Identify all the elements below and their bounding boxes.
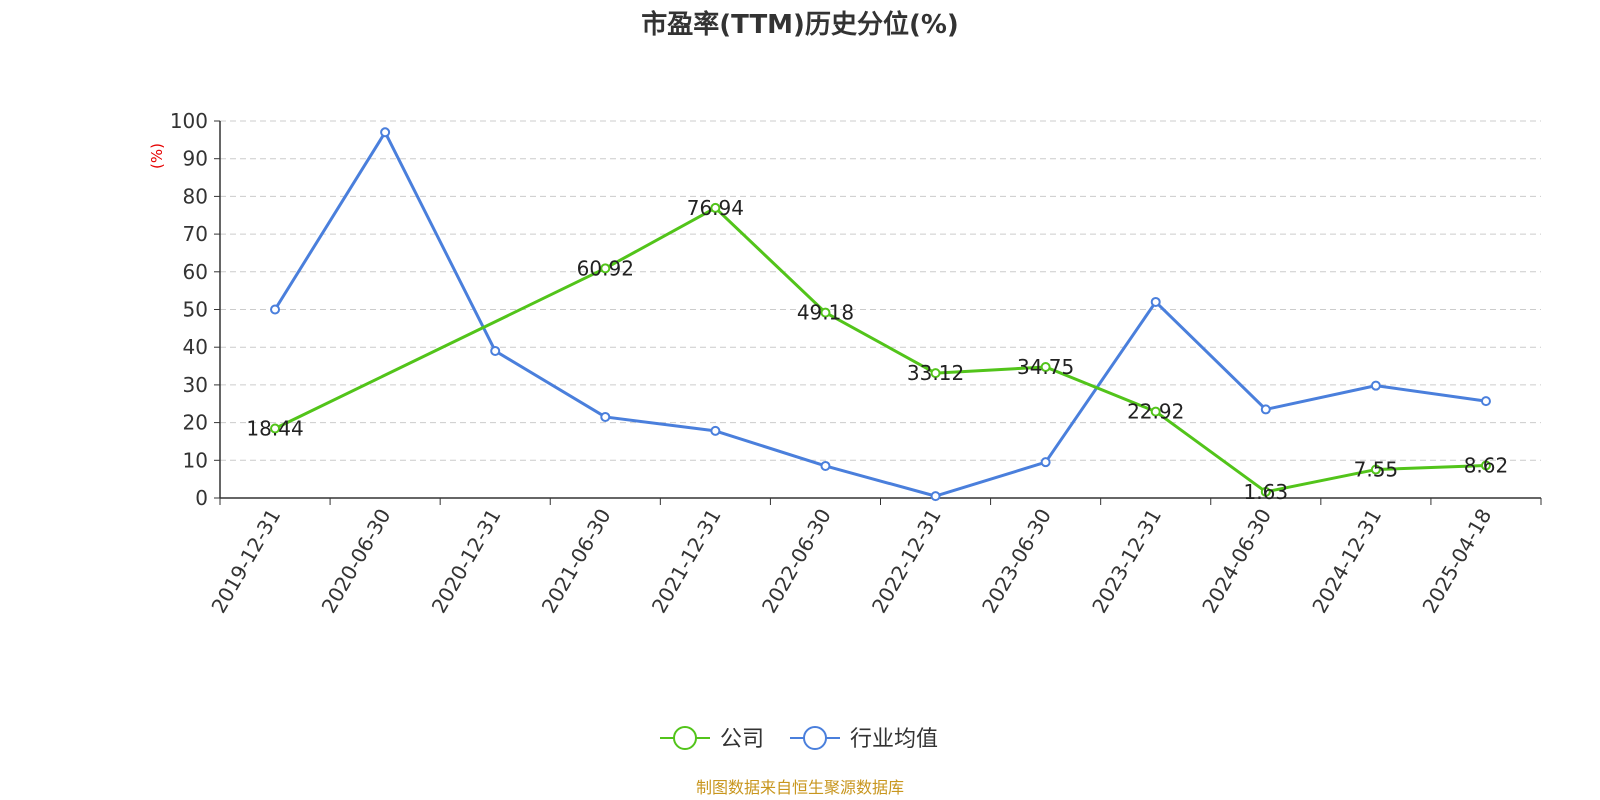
y-tick-label: 100 <box>170 109 208 133</box>
x-tick-label: 2023-06-30 <box>977 505 1056 618</box>
x-tick-label: 2021-12-31 <box>647 505 726 618</box>
data-point <box>930 368 941 379</box>
legend-label: 公司 <box>720 727 764 752</box>
x-tick-label: 2025-04-18 <box>1417 505 1496 618</box>
legend-marker <box>673 726 697 750</box>
data-label: 22.92 <box>1127 400 1184 424</box>
x-tick-label: 2022-12-31 <box>867 505 946 618</box>
data-point <box>820 307 831 318</box>
data-label: 8.62 <box>1464 454 1509 478</box>
x-tick-label: 2022-06-30 <box>757 505 836 618</box>
data-point <box>600 263 611 274</box>
data-point <box>1370 380 1381 391</box>
series-line-industry-average <box>273 130 1487 498</box>
data-point <box>710 425 721 436</box>
data-point <box>270 423 281 434</box>
x-tick-label: 2024-06-30 <box>1197 505 1276 618</box>
series-layer <box>270 127 1491 502</box>
y-tick-label: 20 <box>183 411 208 435</box>
series-line-company <box>274 206 1487 494</box>
data-point <box>1150 406 1161 417</box>
data-label: 49.18 <box>797 301 854 325</box>
data-point <box>1040 361 1051 372</box>
y-tick-label: 60 <box>183 260 208 284</box>
data-label: 7.55 <box>1354 458 1399 482</box>
data-point <box>1480 396 1491 407</box>
x-tick-label: 2023-12-31 <box>1087 505 1166 618</box>
data-point <box>820 460 831 471</box>
chart-title: 市盈率(TTM)历史分位(%) <box>641 9 959 40</box>
data-point <box>1150 296 1161 307</box>
y-tick-label: 0 <box>195 486 208 510</box>
legend-label: 行业均值 <box>850 727 938 752</box>
legend-item-company: 公司 <box>660 726 764 752</box>
data-point <box>1480 460 1491 471</box>
data-point <box>490 345 501 356</box>
data-label: 34.75 <box>1017 355 1074 379</box>
legend-item-industry-average: 行业均值 <box>790 726 938 752</box>
data-point <box>710 202 721 213</box>
data-label: 76.94 <box>687 196 744 220</box>
data-label: 1.63 <box>1244 480 1289 504</box>
data-point <box>600 411 611 422</box>
x-tick-label: 2019-12-31 <box>206 505 285 618</box>
axes: 0 10 20 30 40 50 60 70 80 90 100 2019-12-31 2020-06-… <box>170 109 1542 618</box>
data-point <box>1370 464 1381 475</box>
data-point <box>380 127 391 138</box>
y-tick-label: 30 <box>183 373 208 397</box>
data-point <box>930 491 941 502</box>
y-tick-label: 10 <box>183 448 208 472</box>
x-tick-label: 2024-12-31 <box>1307 505 1386 618</box>
x-tick-label: 2020-06-30 <box>317 505 396 618</box>
y-tick-label: 90 <box>183 147 208 171</box>
legend-marker <box>803 726 827 750</box>
data-label: 60.92 <box>577 256 634 280</box>
data-labels: 18.44 60.92 76.94 49.18 33.12 34.75 22.92 1.63 7… <box>246 196 1508 504</box>
y-tick-label: 40 <box>183 335 208 359</box>
grid <box>220 120 1541 461</box>
data-point <box>1260 486 1271 497</box>
x-tick-label: 2021-06-30 <box>537 505 616 618</box>
data-point <box>1040 457 1051 468</box>
y-tick-label: 80 <box>183 184 208 208</box>
data-label: 33.12 <box>907 361 964 385</box>
data-label: 18.44 <box>246 416 303 440</box>
source-note: 制图数据来自恒生聚源数据库 <box>696 778 904 797</box>
data-point <box>270 304 281 315</box>
x-tick-label: 2020-12-31 <box>427 505 506 618</box>
y-axis-label: (%) <box>148 143 166 169</box>
legend: 公司 行业均值 <box>660 726 938 752</box>
y-tick-label: 70 <box>183 222 208 246</box>
data-point <box>1260 404 1271 415</box>
y-tick-label: 50 <box>183 298 208 322</box>
